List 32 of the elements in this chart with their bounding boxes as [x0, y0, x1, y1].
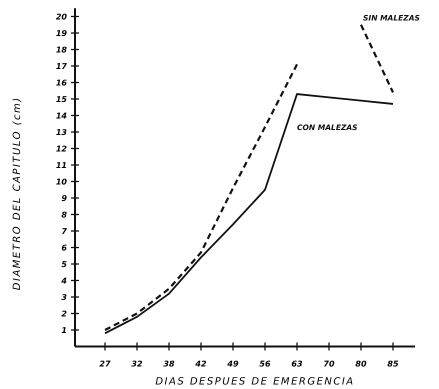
- x-tick-label: 49: [226, 360, 239, 368]
- y-tick-label: 10: [56, 177, 68, 186]
- y-tick-label: 18: [56, 45, 68, 54]
- y-axis-title: DIAMETRO DEL CAPITULO (cm): [12, 96, 23, 290]
- y-tick-label: 9: [61, 194, 68, 203]
- y-tick-label: 19: [56, 28, 68, 38]
- x-axis-title: DIAS DESPUES DE EMERGENCIA: [155, 376, 355, 388]
- x-tick-label: 42: [194, 360, 207, 368]
- x-tick-label: 56: [259, 360, 271, 368]
- x-tick-label: 32: [131, 360, 143, 368]
- x-tick-label: 38: [163, 360, 175, 368]
- y-tick-label: 1: [61, 326, 67, 335]
- x-tick-label: 85: [387, 360, 399, 368]
- y-tick-label: 17: [56, 62, 68, 71]
- y-tick-label: 13: [56, 128, 68, 137]
- y-tick-label: 7: [61, 226, 68, 236]
- x-tick-label: 63: [291, 360, 303, 368]
- y-tick-label: 11: [56, 160, 67, 170]
- y-tick-label: 4: [60, 276, 68, 286]
- y-tick-label: 12: [56, 144, 68, 154]
- y-tick-label: 8: [61, 210, 68, 220]
- x-tick-label: 80: [355, 360, 367, 368]
- x-tick-label: 70: [323, 360, 335, 368]
- y-tick-label: 16: [56, 78, 68, 88]
- y-tick-label: 14: [56, 111, 68, 120]
- y-tick-label: 15: [56, 94, 68, 104]
- y-tick-label: 5: [61, 260, 68, 269]
- y-tick-label: 3: [61, 292, 68, 302]
- y-tick-label: 6: [61, 243, 68, 252]
- x-tick-label: 27: [99, 360, 111, 368]
- y-tick-label: 2: [61, 309, 68, 318]
- y-tick-label: 20: [56, 12, 68, 22]
